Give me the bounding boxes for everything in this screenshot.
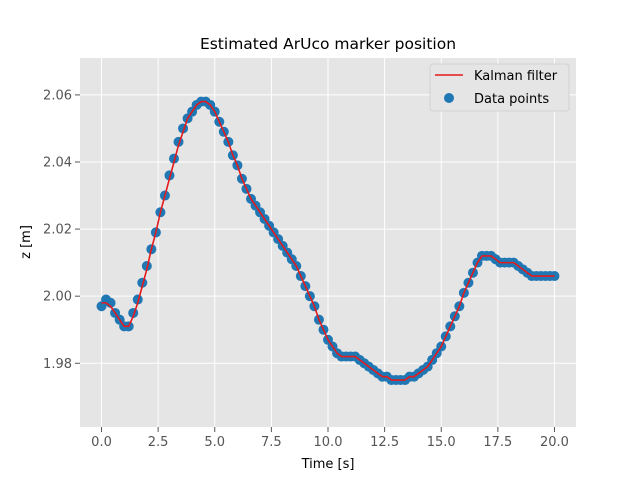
legend: Kalman filter Data points — [429, 63, 570, 112]
x-tick-label: 7.5 — [261, 435, 282, 450]
x-axis-label: Time [s] — [301, 457, 355, 472]
y-tick-label: 2.04 — [43, 155, 72, 170]
y-axis-label: z [m] — [19, 225, 34, 259]
legend-kalman-label: Kalman filter — [474, 69, 558, 84]
legend-box — [429, 63, 570, 112]
x-tick-label: 10.0 — [314, 435, 343, 450]
x-tick-label: 17.5 — [483, 435, 512, 450]
legend-points-label: Data points — [474, 92, 549, 107]
kalman-filter-line — [101, 100, 555, 381]
grid — [80, 58, 576, 427]
x-ticks: 0.0 2.5 5.0 7.5 10.0 12.5 15.0 17.5 20.0 — [91, 427, 569, 450]
x-tick-label: 0.0 — [91, 435, 112, 450]
data-point — [164, 170, 175, 181]
data-point — [549, 271, 560, 282]
x-tick-label: 5.0 — [204, 435, 225, 450]
x-tick-label: 15.0 — [427, 435, 456, 450]
x-tick-label: 12.5 — [370, 435, 399, 450]
data-point — [137, 277, 148, 288]
y-tick-label: 2.02 — [43, 223, 72, 238]
y-tick-label: 1.98 — [43, 357, 72, 372]
y-tick-label: 2.00 — [43, 290, 72, 305]
y-tick-label: 2.06 — [43, 88, 72, 103]
y-ticks: 1.98 2.00 2.02 2.04 2.06 — [43, 88, 80, 372]
kalman-line-group — [101, 100, 555, 381]
x-tick-label: 20.0 — [540, 435, 569, 450]
data-point — [168, 153, 179, 164]
legend-points-swatch — [444, 93, 454, 103]
data-point — [132, 294, 143, 305]
chart-title: Estimated ArUco marker position — [200, 35, 456, 53]
data-point — [105, 297, 116, 308]
x-tick-label: 2.5 — [148, 435, 169, 450]
